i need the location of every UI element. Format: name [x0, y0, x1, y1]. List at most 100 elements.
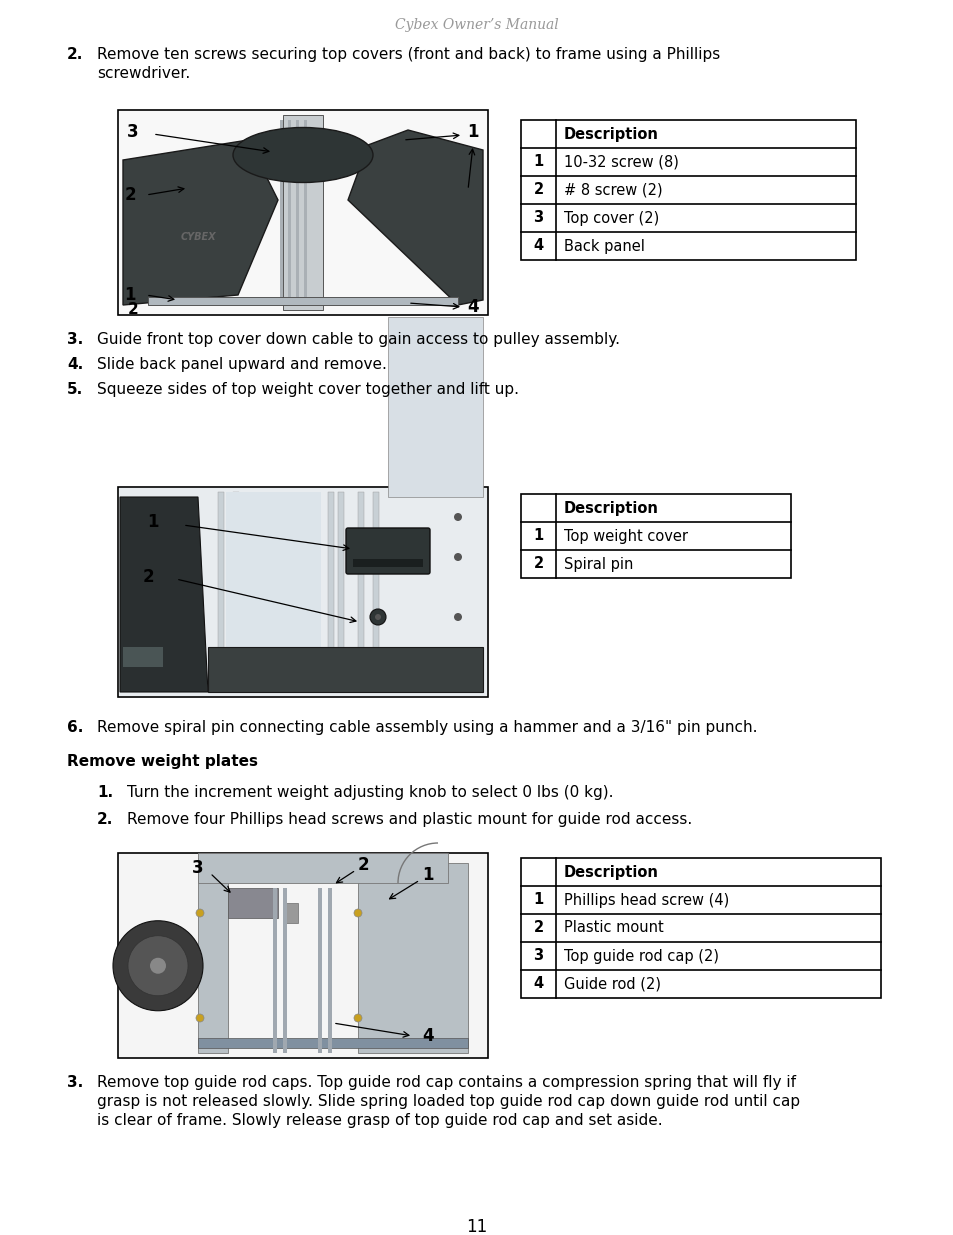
Text: Remove top guide rod caps. Top guide rod cap contains a compression spring that : Remove top guide rod caps. Top guide rod…: [97, 1074, 795, 1091]
Circle shape: [354, 1014, 361, 1023]
Bar: [228, 888, 277, 918]
Text: grasp is not released slowly. Slide spring loaded top guide rod cap down guide r: grasp is not released slowly. Slide spri…: [97, 1094, 800, 1109]
Bar: [123, 647, 163, 667]
Text: screwdriver.: screwdriver.: [97, 65, 190, 82]
Text: 4: 4: [533, 238, 543, 253]
Text: 1: 1: [147, 513, 158, 531]
Text: 2: 2: [533, 920, 543, 935]
Text: 5.: 5.: [67, 382, 83, 396]
Bar: [198, 1037, 468, 1049]
Bar: [198, 853, 448, 883]
Text: Squeeze sides of top weight cover together and lift up.: Squeeze sides of top weight cover togeth…: [97, 382, 518, 396]
Text: CYBEX: CYBEX: [180, 232, 215, 242]
Text: 3.: 3.: [67, 1074, 83, 1091]
Bar: [353, 559, 422, 567]
Text: 4: 4: [422, 1028, 434, 1045]
Bar: [118, 110, 488, 315]
Bar: [520, 120, 855, 261]
Text: 4: 4: [533, 977, 543, 992]
Text: 2: 2: [356, 856, 369, 874]
Text: 3: 3: [127, 124, 139, 141]
Text: 3: 3: [533, 210, 543, 226]
Text: Description: Description: [563, 126, 659, 142]
Circle shape: [454, 613, 461, 621]
Circle shape: [354, 909, 361, 918]
Text: Turn the increment weight adjusting knob to select 0 lbs (0 kg).: Turn the increment weight adjusting knob…: [127, 785, 613, 800]
Text: 4: 4: [467, 298, 478, 316]
Text: Remove weight plates: Remove weight plates: [67, 755, 257, 769]
Text: 1: 1: [533, 893, 543, 908]
Text: 3: 3: [192, 860, 204, 877]
Text: 4.: 4.: [67, 357, 83, 372]
Text: 1: 1: [422, 866, 434, 884]
Bar: [283, 903, 297, 923]
Bar: [119, 488, 486, 697]
Text: 1: 1: [533, 529, 543, 543]
Bar: [357, 492, 364, 692]
Polygon shape: [357, 863, 468, 1053]
Text: 10-32 screw (8): 10-32 screw (8): [563, 154, 679, 169]
Bar: [148, 296, 457, 305]
Bar: [328, 492, 334, 692]
Text: Remove spiral pin connecting cable assembly using a hammer and a 3/16" pin punch: Remove spiral pin connecting cable assem…: [97, 720, 757, 735]
Polygon shape: [208, 647, 482, 692]
Bar: [373, 492, 378, 692]
Text: Top cover (2): Top cover (2): [563, 210, 659, 226]
Circle shape: [375, 614, 380, 620]
Text: 1: 1: [533, 154, 543, 169]
Text: Guide rod (2): Guide rod (2): [563, 977, 660, 992]
Text: 2: 2: [533, 557, 543, 572]
Text: Remove ten screws securing top covers (front and back) to frame using a Phillips: Remove ten screws securing top covers (f…: [97, 47, 720, 62]
Text: 3: 3: [533, 948, 543, 963]
Bar: [283, 115, 323, 310]
Text: 2: 2: [142, 568, 153, 585]
Text: 2: 2: [533, 183, 543, 198]
Bar: [337, 492, 344, 692]
Bar: [283, 888, 287, 1053]
Circle shape: [195, 909, 204, 918]
Text: 3.: 3.: [67, 332, 83, 347]
Circle shape: [195, 1014, 204, 1023]
Text: 2.: 2.: [97, 811, 113, 827]
Bar: [288, 120, 291, 305]
Bar: [328, 888, 332, 1053]
Text: Guide front top cover down cable to gain access to pulley assembly.: Guide front top cover down cable to gain…: [97, 332, 619, 347]
Bar: [118, 487, 488, 697]
Text: Remove four Phillips head screws and plastic mount for guide rod access.: Remove four Phillips head screws and pla…: [127, 811, 692, 827]
Text: 2: 2: [128, 303, 138, 317]
Text: 1.: 1.: [97, 785, 113, 800]
Polygon shape: [348, 130, 482, 305]
Bar: [273, 888, 276, 1053]
Bar: [280, 120, 283, 305]
Bar: [119, 853, 486, 1057]
Bar: [520, 858, 880, 998]
Text: 6.: 6.: [67, 720, 83, 735]
Bar: [198, 858, 228, 1053]
Bar: [520, 494, 790, 578]
Text: # 8 screw (2): # 8 screw (2): [563, 183, 662, 198]
Bar: [226, 492, 320, 692]
Bar: [119, 111, 486, 314]
Bar: [388, 317, 482, 496]
Text: 2: 2: [124, 186, 135, 204]
Bar: [233, 492, 239, 692]
Bar: [118, 853, 488, 1058]
Text: 11: 11: [466, 1218, 487, 1235]
Text: Spiral pin: Spiral pin: [563, 557, 633, 572]
Circle shape: [112, 921, 203, 1010]
Bar: [317, 888, 322, 1053]
Text: 1: 1: [467, 124, 478, 141]
Polygon shape: [123, 140, 277, 305]
Text: Description: Description: [563, 500, 659, 515]
Bar: [218, 492, 224, 692]
Text: Cybex Owner’s Manual: Cybex Owner’s Manual: [395, 19, 558, 32]
Circle shape: [454, 553, 461, 561]
Circle shape: [370, 609, 386, 625]
Text: Plastic mount: Plastic mount: [563, 920, 663, 935]
Text: Top weight cover: Top weight cover: [563, 529, 687, 543]
Polygon shape: [120, 496, 208, 692]
Ellipse shape: [233, 127, 373, 183]
Text: 2.: 2.: [67, 47, 83, 62]
Circle shape: [128, 936, 188, 995]
Text: Slide back panel upward and remove.: Slide back panel upward and remove.: [97, 357, 387, 372]
